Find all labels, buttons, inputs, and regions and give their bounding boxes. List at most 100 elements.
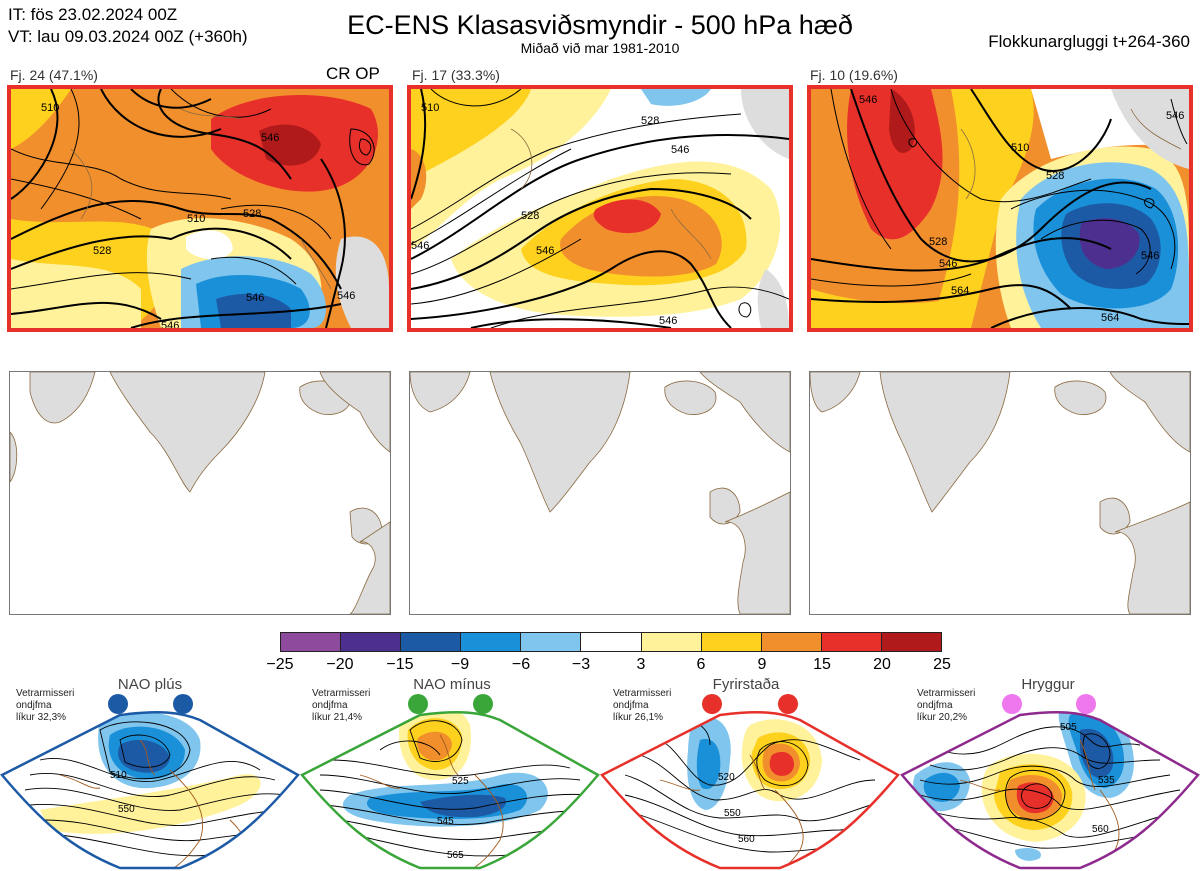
regime-3-contour-1: 520 (718, 772, 735, 783)
regime-3-info: Vetrarmisseri ondjfma líkur 26,1% (613, 688, 671, 724)
regime-4-contour-3: 560 (1092, 824, 1109, 835)
colorbar-tick: −20 (326, 656, 354, 673)
colorbar-tick: −9 (450, 656, 470, 673)
cluster-2-contour-5: 546 (536, 245, 554, 257)
regime-1-season: Vetrarmisseri (16, 688, 75, 699)
regime-1-dot-left (108, 694, 128, 714)
cluster-2-contour-1: 510 (421, 102, 439, 114)
cluster-1-contour-7: 546 (161, 320, 179, 328)
colorbar-swatch (281, 633, 342, 651)
regime-4-contour-1: 505 (1060, 722, 1077, 733)
cluster-1-contour-1: 510 (41, 102, 59, 114)
regime-2-contour-3: 565 (447, 850, 464, 861)
regime-2-likelihood: líkur 21,4% (312, 712, 363, 723)
colorbar-swatch (761, 633, 822, 651)
page-title: EC-ENS Klasasviðsmyndir - 500 hPa hæð (347, 10, 853, 40)
regime-2-map[interactable]: 525 545 565 (300, 680, 600, 870)
regime-1-map[interactable]: 510 550 (0, 680, 300, 870)
regime-2-dot-left (408, 694, 428, 714)
regime-2-name: NAO mínus (413, 676, 491, 693)
cluster-3-contour-7: 546 (1141, 250, 1159, 262)
colorbar-swatch (521, 633, 582, 651)
colorbar-tick: 25 (933, 656, 951, 673)
run-info: IT: fös 23.02.2024 00Z VT: lau 09.03.202… (8, 4, 248, 48)
regime-1-mode: ondjfma (16, 700, 52, 711)
regime-1-dot-right (173, 694, 193, 714)
colorbar-swatch (821, 633, 882, 651)
cluster-1-label: Fj. 24 (47.1%) (10, 67, 98, 83)
cluster-1-map[interactable]: 510 546 510 528 528 546 546 546 (7, 85, 393, 332)
regime-4-map[interactable]: 505 535 560 (900, 680, 1200, 870)
regime-2-mode: ondjfma (312, 700, 348, 711)
cluster-3-contour-4: 546 (939, 258, 957, 270)
cluster-2-map[interactable]: 510 528 546 528 546 546 546 (407, 85, 793, 332)
regime-2-info: Vetrarmisseri ondjfma líkur 21,4% (312, 688, 370, 724)
colorbar-tick: 3 (636, 656, 646, 673)
regime-1-info: Vetrarmisseri ondjfma líkur 32,3% (16, 688, 74, 724)
blank-map-3[interactable] (809, 371, 1191, 615)
regime-4-mode: ondjfma (917, 700, 953, 711)
regime-3-map[interactable]: 520 550 560 (600, 680, 900, 870)
regime-2-season: Vetrarmisseri (312, 688, 371, 699)
regime-3-mode: ondjfma (613, 700, 649, 711)
regime-4-season: Vetrarmisseri (917, 688, 976, 699)
colorbar-tick: 9 (757, 656, 767, 673)
cluster-3-contour-2: 510 (1011, 142, 1029, 154)
classification-window: Flokkunargluggi t+264-360 (988, 32, 1190, 51)
cluster-2-label: Fj. 17 (33.3%) (412, 67, 500, 83)
regime-2-contour-1: 525 (452, 776, 469, 787)
blank-map-1[interactable] (9, 371, 391, 615)
cluster-2-contour-4: 528 (521, 210, 539, 222)
cluster-1-contour-2: 546 (261, 132, 279, 144)
colorbar-tick: 15 (813, 656, 831, 673)
cluster-2-contour-2: 528 (641, 115, 659, 127)
regime-3-dot-left (702, 694, 722, 714)
colorbar-swatch (401, 633, 462, 651)
colorbar-swatch (581, 633, 642, 651)
regime-1-contour-2: 550 (118, 804, 135, 815)
colorbar-tick: −15 (386, 656, 414, 673)
regime-2-dot-right (473, 694, 493, 714)
regime-1-name: NAO plús (117, 676, 183, 693)
colorbar-tick: 20 (873, 656, 891, 673)
cluster-3-contour-3: 528 (929, 236, 947, 248)
cluster-3-map[interactable]: 546 510 528 546 564 564 546 528 546 (807, 85, 1193, 332)
cluster-1-contour-3: 510 (187, 213, 205, 225)
regime-3-contour-3: 560 (738, 834, 755, 845)
cluster-3-contour-1: 546 (859, 94, 877, 106)
cluster-3-contour-6: 564 (1101, 312, 1119, 324)
blank-map-2[interactable] (409, 371, 791, 615)
issue-time: IT: fös 23.02.2024 00Z (8, 5, 178, 24)
cluster-3-contour-8: 528 (1046, 170, 1064, 182)
regime-3-dot-right (778, 694, 798, 714)
colorbar-tick: −25 (266, 656, 294, 673)
colorbar-swatch (341, 633, 402, 651)
cluster-1-contour-6: 546 (246, 292, 264, 304)
regime-4-dot-left (1002, 694, 1022, 714)
regime-3-likelihood: líkur 26,1% (613, 712, 664, 723)
valid-time: VT: lau 09.03.2024 00Z (+360h) (8, 27, 248, 46)
cluster-2-contour-7: 546 (411, 240, 429, 252)
cluster-3-label: Fj. 10 (19.6%) (810, 67, 898, 83)
page-subtitle: Miðað við mar 1981-2010 (520, 40, 680, 56)
cluster-1-contour-4: 528 (243, 208, 261, 220)
regime-3-name: Fyrirstaða (712, 676, 780, 693)
regime-3-contour-2: 550 (724, 808, 741, 819)
cluster-2-contour-3: 546 (671, 144, 689, 156)
cluster-1-contour-8: 546 (337, 290, 355, 302)
regime-4-info: Vetrarmisseri ondjfma líkur 20,2% (917, 688, 975, 724)
colorbar-tick: −6 (511, 656, 531, 673)
cluster-1-contour-5: 528 (93, 245, 111, 257)
cluster-3-contour-9: 546 (1166, 110, 1184, 122)
colorbar-tick: 6 (696, 656, 706, 673)
anomaly-colorbar (280, 632, 942, 652)
cluster-3-contour-5: 564 (951, 285, 969, 297)
regime-2-contour-2: 545 (437, 816, 454, 827)
regime-1-likelihood: líkur 32,3% (16, 712, 67, 723)
regime-1-contour-1: 510 (110, 770, 127, 781)
regime-4-likelihood: líkur 20,2% (917, 712, 968, 723)
colorbar-swatch (881, 633, 942, 651)
regime-4-name: Hryggur (1021, 676, 1075, 693)
cluster-2-contour-6: 546 (659, 315, 677, 327)
cluster-1-badge: CR OP (326, 64, 380, 83)
